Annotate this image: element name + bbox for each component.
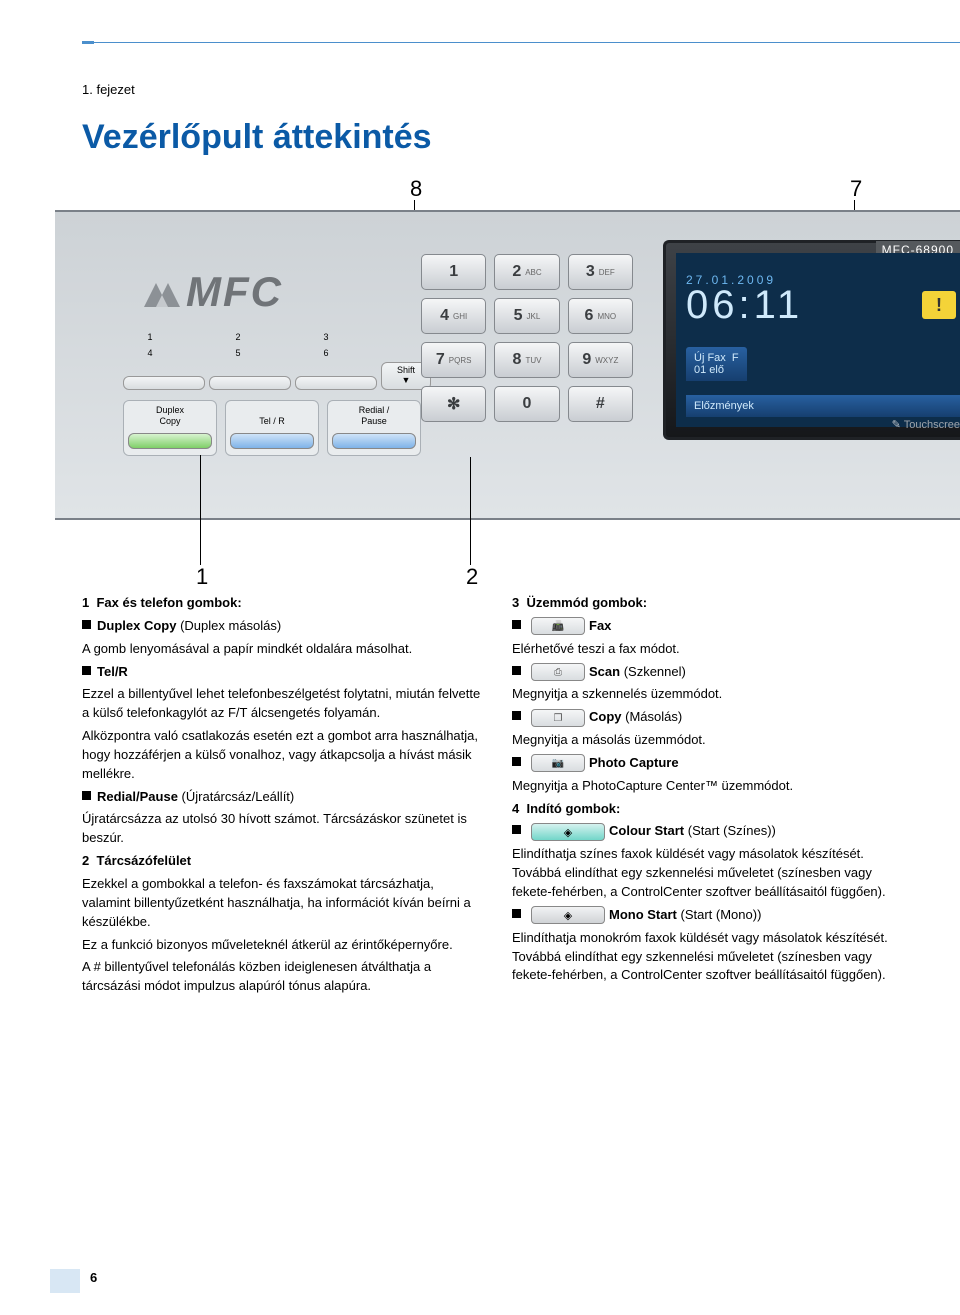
btn-name: Redial/Pause bbox=[97, 789, 178, 804]
scan-icon: ⎙ bbox=[531, 663, 585, 681]
body-text: Ezzel a billentyűvel lehet telefonbeszél… bbox=[82, 685, 482, 723]
description-col-left: 1 Fax és telefon gombok: Duplex Copy (Du… bbox=[82, 590, 482, 1000]
fax-icon: 📠 bbox=[531, 617, 585, 635]
alert-icon: ! bbox=[922, 291, 956, 319]
function-buttons: DuplexCopy Tel / R Redial /Pause bbox=[123, 400, 421, 456]
body-text: A # billentyűvel telefonálás közben idei… bbox=[82, 958, 482, 996]
dialpad-key-0[interactable]: 0 bbox=[494, 386, 559, 422]
btn-name: Duplex Copy bbox=[97, 618, 176, 633]
description-col-right: 3 Üzemmód gombok: 📠Fax Elérhetővé teszi … bbox=[512, 590, 907, 989]
mode-name: Scan bbox=[589, 664, 620, 679]
dialpad-key-star[interactable]: ✻ bbox=[421, 386, 486, 422]
dialpad-key-1[interactable]: 1 bbox=[421, 254, 486, 290]
ot-label: 1 bbox=[123, 330, 177, 344]
mode-name: Fax bbox=[589, 618, 611, 633]
lcd-frame: MFC-68900 27.01.2009 06:11 ! Új Fax F01 … bbox=[663, 240, 960, 440]
dialpad-key-6[interactable]: 6MNO bbox=[568, 298, 633, 334]
dialpad-key-hash[interactable]: # bbox=[568, 386, 633, 422]
page-title: Vezérlőpult áttekintés bbox=[82, 118, 432, 157]
dialpad-key-5[interactable]: 5JKL bbox=[494, 298, 559, 334]
lcd-screen[interactable]: 27.01.2009 06:11 ! Új Fax F01 elő Előzmé… bbox=[676, 253, 960, 427]
top-rule bbox=[82, 42, 960, 43]
dialpad-key-9[interactable]: 9WXYZ bbox=[568, 342, 633, 378]
duplex-copy-button[interactable]: DuplexCopy bbox=[123, 400, 217, 456]
dialpad-key-4[interactable]: 4GHI bbox=[421, 298, 486, 334]
callout-1: 1 bbox=[196, 564, 208, 590]
body-text: Ez a funkció bizonyos műveleteknél átker… bbox=[82, 936, 482, 955]
lcd-time: 06:11 bbox=[686, 285, 960, 325]
item-heading: Indító gombok: bbox=[526, 801, 620, 816]
start-name: Mono Start bbox=[609, 907, 677, 922]
dialpad-key-3[interactable]: 3DEF bbox=[568, 254, 633, 290]
colour-start-icon: ◈ bbox=[531, 823, 605, 841]
mode-paren: (Másolás) bbox=[622, 709, 683, 724]
ot-label: 5 bbox=[211, 346, 265, 360]
onetouch-button[interactable] bbox=[209, 376, 291, 390]
start-paren: (Start (Mono)) bbox=[677, 907, 762, 922]
copy-icon: ❐ bbox=[531, 709, 585, 727]
body-text: Megnyitja a másolás üzemmódot. bbox=[512, 731, 907, 750]
body-text: Elérhetővé teszi a fax módot. bbox=[512, 640, 907, 659]
logo-text: MFC bbox=[186, 268, 283, 315]
body-text: Megnyitja a PhotoCapture Center™ üzemmód… bbox=[512, 777, 907, 796]
shift-label: Shift bbox=[397, 365, 415, 375]
page-number: 6 bbox=[90, 1270, 97, 1285]
btn-paren: (Újratárcsáz/Leállít) bbox=[178, 789, 294, 804]
lcd-badge: Új Fax F01 elő bbox=[686, 347, 747, 381]
item-heading: Üzemmód gombok: bbox=[526, 595, 647, 610]
body-text: Ezekkel a gombokkal a telefon- és faxszá… bbox=[82, 875, 482, 932]
body-text: Alközpontra való csatlakozás esetén ezt … bbox=[82, 727, 482, 784]
body-text: Újratárcsázza az utolsó 30 hívott számot… bbox=[82, 810, 482, 848]
item-heading: Tárcsázófelület bbox=[96, 853, 191, 868]
callout-8: 8 bbox=[410, 176, 422, 202]
dialpad-key-2[interactable]: 2ABC bbox=[494, 254, 559, 290]
callout-line bbox=[200, 455, 201, 565]
touchscreen-label: ✎ Touchscree bbox=[892, 418, 960, 431]
callout-7: 7 bbox=[850, 176, 862, 202]
onetouch-button[interactable] bbox=[123, 376, 205, 390]
dialpad: 1 2ABC 3DEF 4GHI 5JKL 6MNO 7PQRS 8TUV 9W… bbox=[421, 254, 633, 430]
control-panel: MFC 1 2 3 4 5 6 Shift▼ DuplexCopy Tel / … bbox=[55, 210, 960, 520]
mode-name: Photo Capture bbox=[589, 755, 679, 770]
ot-label: 2 bbox=[211, 330, 265, 344]
lcd-bottom-bar: Előzmények bbox=[686, 395, 960, 417]
chapter-label: 1. fejezet bbox=[82, 82, 135, 97]
redial-pause-button[interactable]: Redial /Pause bbox=[327, 400, 421, 456]
mode-name: Copy bbox=[589, 709, 622, 724]
item-heading: Fax és telefon gombok: bbox=[96, 595, 241, 610]
mfc-logo: MFC bbox=[140, 268, 283, 316]
btn-name: Tel/R bbox=[97, 664, 128, 679]
start-name: Colour Start bbox=[609, 823, 684, 838]
ot-label: 3 bbox=[299, 330, 353, 344]
ot-label: 6 bbox=[299, 346, 353, 360]
mono-start-icon: ◈ bbox=[531, 906, 605, 924]
ot-label: 4 bbox=[123, 346, 177, 360]
fn-label: Tel / R bbox=[259, 416, 285, 426]
onetouch-button[interactable] bbox=[295, 376, 377, 390]
callout-line bbox=[470, 457, 471, 565]
dialpad-key-8[interactable]: 8TUV bbox=[494, 342, 559, 378]
body-text: A gomb lenyomásával a papír mindkét olda… bbox=[82, 640, 482, 659]
photo-icon: 📷 bbox=[531, 754, 585, 772]
fn-label: Duplex bbox=[156, 405, 184, 415]
fn-label: Copy bbox=[159, 416, 180, 426]
page-tab bbox=[50, 1269, 80, 1293]
dialpad-key-7[interactable]: 7PQRS bbox=[421, 342, 486, 378]
fn-label: Pause bbox=[361, 416, 387, 426]
fn-label: Redial / bbox=[359, 405, 390, 415]
body-text: Megnyitja a szkennelés üzemmódot. bbox=[512, 685, 907, 704]
mode-paren: (Szkennel) bbox=[620, 664, 686, 679]
tel-r-button[interactable]: Tel / R bbox=[225, 400, 319, 456]
start-paren: (Start (Színes)) bbox=[684, 823, 776, 838]
onetouch-area: 1 2 3 4 5 6 Shift▼ bbox=[123, 330, 431, 390]
callout-2: 2 bbox=[466, 564, 478, 590]
body-text: Elindíthatja színes faxok küldését vagy … bbox=[512, 845, 907, 902]
body-text: Elindíthatja monokróm faxok küldését vag… bbox=[512, 929, 907, 986]
btn-paren: (Duplex másolás) bbox=[176, 618, 281, 633]
